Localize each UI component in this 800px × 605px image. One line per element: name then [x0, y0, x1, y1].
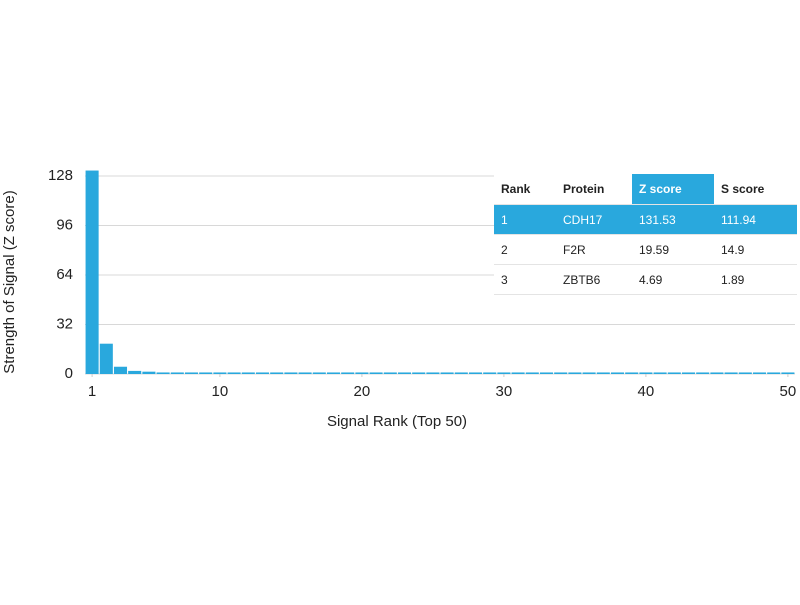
bar [596, 372, 610, 374]
y-tick-label: 32 [56, 315, 73, 332]
table-cell: 19.59 [639, 242, 670, 257]
bar [710, 372, 724, 374]
bar [625, 372, 639, 374]
bar [156, 372, 170, 374]
y-axis-label: Strength of Signal (Z score) [1, 190, 18, 373]
x-tick-label: 1 [88, 383, 96, 400]
bar [213, 372, 227, 374]
bar [497, 372, 511, 374]
bar [312, 372, 326, 374]
bar [468, 372, 483, 374]
table-cell: 3 [501, 272, 508, 287]
x-tick-label: 40 [638, 383, 655, 400]
bar [341, 372, 355, 374]
table-cell: 131.53 [639, 212, 676, 227]
bar [270, 372, 284, 374]
bar [227, 372, 241, 374]
bar [639, 372, 653, 374]
bar [326, 372, 341, 374]
bar [781, 372, 795, 374]
bar [369, 372, 383, 374]
bar [113, 366, 128, 374]
table-cell: 2 [501, 242, 508, 257]
column-header: Z score [632, 174, 714, 204]
bar [539, 372, 554, 374]
bar [99, 343, 113, 374]
bar [511, 372, 525, 374]
bar [184, 372, 199, 374]
table-cell: CDH17 [563, 212, 603, 227]
y-tick-label: 0 [65, 365, 73, 382]
bar [582, 372, 596, 374]
table-row: 3 ZBTB6 4.69 1.89 [494, 265, 797, 295]
bar [170, 372, 184, 374]
bar [383, 372, 397, 374]
bar [568, 372, 582, 374]
bar [142, 371, 156, 374]
bar [681, 372, 696, 374]
bar [752, 372, 767, 374]
table-cell: 4.69 [639, 272, 663, 287]
score-table: Rank Protein Z score S score 1 CDH17 131.53 111… [494, 174, 797, 295]
bar [241, 372, 255, 374]
bar [724, 372, 738, 374]
x-tick-label: 10 [212, 383, 229, 400]
y-tick-label: 128 [48, 167, 73, 184]
x-tick-label: 30 [496, 383, 513, 400]
bar [667, 372, 681, 374]
bar [767, 372, 781, 374]
bar [199, 372, 213, 374]
x-tick-label: 20 [354, 383, 371, 400]
table-header: Rank Protein Z score S score [494, 174, 797, 205]
bar [653, 372, 667, 374]
bar [284, 372, 298, 374]
column-header: S score [721, 182, 765, 196]
column-header: Rank [501, 182, 531, 196]
bar [128, 370, 142, 374]
table-cell: 1.89 [721, 272, 745, 287]
x-axis-label: Signal Rank (Top 50) [327, 413, 467, 430]
table-cell: ZBTB6 [563, 272, 601, 287]
table-cell: 14.9 [721, 242, 745, 257]
bar [426, 372, 440, 374]
bar [454, 372, 468, 374]
table-row: 2 F2R 19.59 14.9 [494, 235, 797, 265]
table-row: 1 CDH17 131.53 111.94 [494, 205, 797, 235]
bar [554, 372, 568, 374]
table-cell: 1 [501, 212, 508, 227]
bar [525, 372, 539, 374]
bar [738, 372, 752, 374]
y-tick-label: 96 [56, 216, 73, 233]
y-tick-label: 64 [56, 266, 73, 283]
bar [298, 372, 312, 374]
table-cell: 111.94 [721, 212, 756, 227]
bar [255, 372, 270, 374]
bar [440, 372, 454, 374]
x-tick-label: 50 [780, 383, 797, 400]
column-header: Protein [563, 182, 605, 196]
bar [483, 372, 497, 374]
table-cell: F2R [563, 242, 586, 257]
bar [355, 372, 369, 374]
bar [696, 372, 710, 374]
bar [412, 372, 426, 374]
bar [610, 372, 625, 374]
bar [397, 372, 412, 374]
bar [85, 170, 99, 374]
